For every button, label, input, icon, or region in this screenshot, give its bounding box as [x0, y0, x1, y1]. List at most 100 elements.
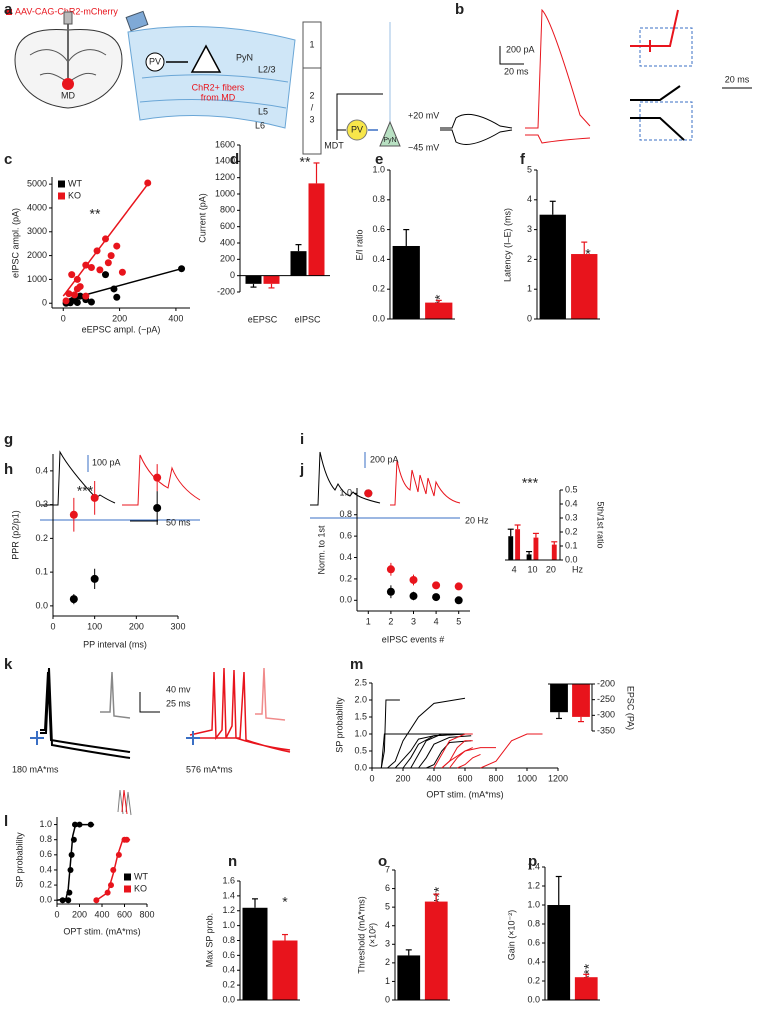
legend-label: WT: [134, 871, 148, 881]
y-tick-label: 0.8: [339, 509, 352, 519]
bar: [308, 183, 325, 276]
y-tick-label: 4000: [27, 202, 47, 212]
panel-letter: h: [4, 461, 13, 478]
x-tick-label: 20: [546, 564, 556, 574]
md-label: MD: [61, 90, 75, 100]
curve: [394, 733, 466, 769]
layer-label: 3: [309, 114, 314, 124]
pv-cell: [145, 52, 165, 72]
y-tick-label: 1.4: [222, 890, 235, 900]
bar: [547, 905, 571, 1000]
bar: [526, 554, 532, 560]
trace: [189, 667, 291, 753]
bar: [392, 245, 420, 319]
y-tick-label: 4: [385, 920, 390, 930]
bar: [574, 977, 598, 1000]
y-tick-label: 2: [385, 957, 390, 967]
point: [104, 259, 112, 267]
point: [76, 292, 84, 300]
bar: [290, 251, 307, 276]
x-tick-label: 400: [426, 773, 441, 783]
y-tick-label: 0.2: [339, 573, 352, 583]
y-tick-label: 400: [220, 237, 235, 247]
y-tick-label: 2.5: [354, 677, 367, 687]
y-axis-label: EPSC (PA): [626, 686, 636, 730]
y-tick-label: 0.2: [39, 879, 52, 889]
trace: [40, 667, 131, 759]
point: [76, 283, 84, 291]
x-tick-label: 4: [434, 616, 439, 626]
point: [70, 836, 77, 843]
panel-letter: i: [300, 431, 304, 448]
point: [153, 473, 162, 482]
y-tick-label: 0.1: [35, 567, 48, 577]
y-tick-label: 1600: [215, 139, 235, 149]
legend-swatch: [58, 192, 65, 200]
y-tick-label: 0.2: [35, 533, 48, 543]
y-tick-label: 0.0: [35, 600, 48, 610]
x-tick-label: 400: [94, 909, 109, 919]
bar: [397, 955, 421, 1000]
point: [123, 836, 130, 843]
point: [115, 851, 122, 858]
y-tick-label: 1000: [215, 188, 235, 198]
trace-inset: [100, 671, 131, 719]
pv-label: PV: [149, 56, 161, 66]
y-tick-label: 0.4: [39, 864, 52, 874]
y-tick-label: 0: [527, 313, 532, 323]
trace-inset: [255, 667, 286, 721]
trace: [390, 459, 461, 506]
y-tick-label: 1: [385, 976, 390, 986]
y-tick-label: 800: [220, 205, 235, 215]
y-tick-label: 3000: [27, 226, 47, 236]
bar: [572, 684, 590, 717]
curve: [380, 733, 472, 769]
scale-label: 200 pA: [370, 454, 399, 464]
layer-label: /: [311, 102, 314, 112]
y-axis-label: SP probability: [334, 697, 344, 753]
panel-letter: b: [455, 1, 464, 18]
y-axis-label: SP probability: [14, 832, 24, 888]
point: [90, 574, 99, 583]
y-tick-label: 0.4: [372, 254, 385, 264]
y-tick-label: 0.4: [565, 498, 578, 508]
scale-label: 20 ms: [504, 66, 529, 76]
point: [69, 595, 78, 604]
y-tick-label: 3: [385, 939, 390, 949]
y-axis-label: Norm. to 1st: [316, 525, 326, 575]
y-axis-label: Current (pA): [197, 193, 207, 243]
y-axis-label: PPR (p2/p1): [10, 510, 20, 560]
scale-label: −45 mV: [408, 142, 439, 152]
x-tick-label: 2: [388, 616, 393, 626]
point: [386, 565, 395, 574]
y-tick-label: 1.0: [222, 920, 235, 930]
x-tick-label: 4: [512, 564, 517, 574]
y-tick-label: 0.0: [39, 895, 52, 905]
y-tick-label: 4: [527, 194, 532, 204]
y-tick-label: 5: [527, 164, 532, 174]
point: [144, 179, 152, 187]
y-tick-label: 0.5: [354, 745, 367, 755]
bar: [551, 544, 557, 560]
point: [68, 851, 75, 858]
legend-label: WT: [68, 178, 82, 188]
y-tick-label: 2: [527, 254, 532, 264]
y-tick-label: 5000: [27, 179, 47, 189]
x-tick-label: 300: [170, 621, 185, 631]
point: [93, 897, 100, 904]
y-tick-label: 0.6: [339, 531, 352, 541]
trace: [310, 451, 381, 506]
y-tick-label: 0.4: [222, 965, 235, 975]
y-tick-label: 0: [385, 994, 390, 1004]
bar: [242, 907, 268, 1000]
virus-marker: [6, 9, 12, 15]
y-axis-label: E/I ratio: [354, 229, 364, 260]
bar: [571, 254, 598, 319]
panel-letter: c: [4, 151, 12, 168]
scale-label: 100 pA: [92, 457, 121, 467]
x-axis-label: PP interval (ms): [83, 639, 147, 649]
curve: [387, 697, 466, 769]
trace-inset: [117, 789, 132, 816]
y-tick-label: 0.8: [527, 918, 540, 928]
point: [59, 897, 66, 904]
